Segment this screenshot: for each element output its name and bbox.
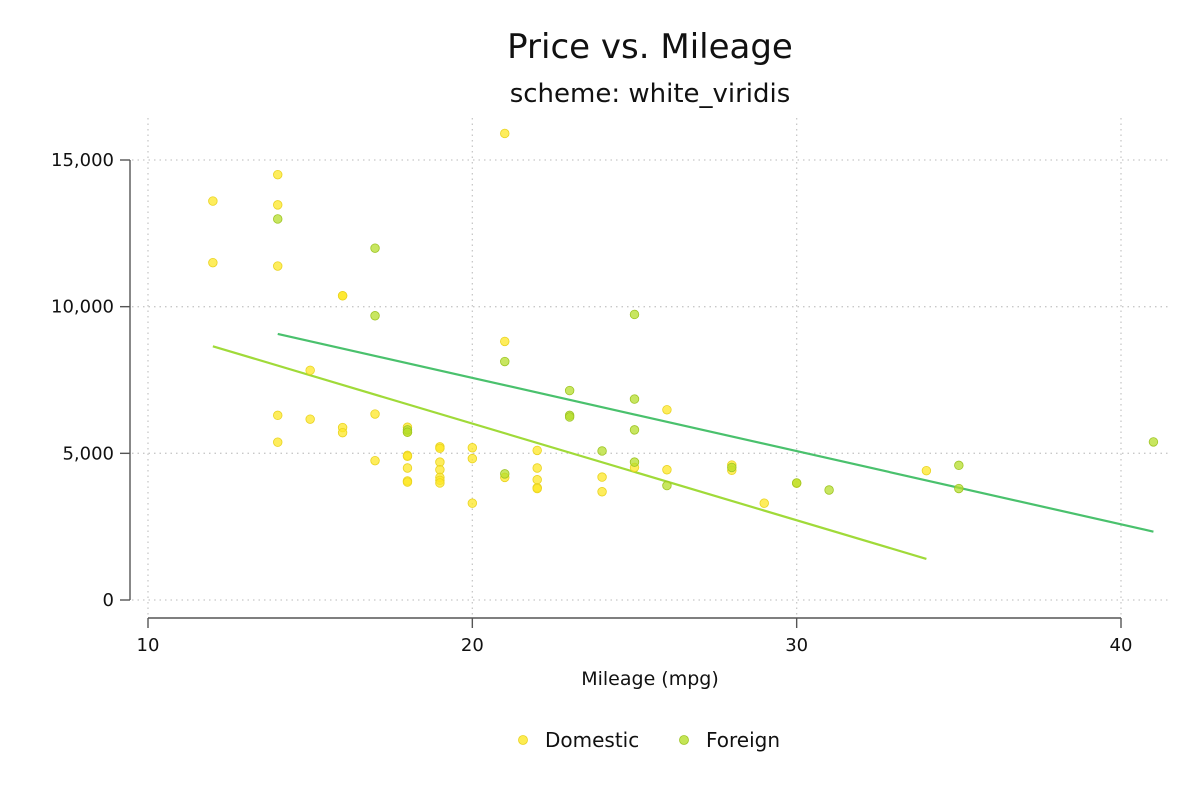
- point-domestic-8: [305, 414, 315, 424]
- x-tick-label-40: 40: [1110, 635, 1133, 656]
- point-foreign-9: [564, 412, 575, 422]
- point-foreign-1: [370, 243, 380, 253]
- point-domestic-44: [662, 465, 672, 475]
- point-domestic-35: [532, 445, 542, 456]
- point-domestic-6: [273, 437, 283, 447]
- point-foreign-21: [1148, 437, 1159, 447]
- legend-marker-foreign: [679, 735, 689, 745]
- x-tick-label-10: 10: [137, 635, 160, 656]
- point-domestic-32: [500, 128, 510, 139]
- point-domestic-41: [597, 487, 607, 497]
- point-domestic-5: [273, 410, 283, 421]
- point-domestic-29: [467, 443, 478, 453]
- point-foreign-20: [954, 483, 964, 494]
- point-foreign-2: [370, 311, 380, 321]
- point-domestic-40: [597, 472, 607, 482]
- data-points: [208, 128, 1159, 508]
- x-tick-label-20: 20: [461, 635, 484, 656]
- point-domestic-37: [532, 475, 542, 485]
- point-domestic-28: [435, 478, 445, 488]
- legend-label-domestic: Domestic: [545, 728, 639, 752]
- point-foreign-11: [629, 309, 640, 320]
- point-foreign-18: [824, 485, 834, 495]
- point-domestic-14: [370, 455, 380, 466]
- grid-lines: [132, 118, 1170, 616]
- point-domestic-23: [435, 443, 445, 454]
- point-domestic-4: [273, 261, 283, 271]
- point-domestic-43: [662, 405, 672, 415]
- point-domestic-33: [500, 336, 510, 347]
- chart-subtitle: scheme: white_viridis: [510, 79, 791, 109]
- point-domestic-1: [208, 257, 218, 268]
- series-foreign: [273, 214, 1159, 495]
- fit-line-domestic: [212, 345, 927, 560]
- point-foreign-12: [629, 394, 640, 404]
- point-domestic-18: [402, 451, 413, 461]
- y-tick-label-5000: 5,000: [62, 443, 114, 464]
- axes: [120, 159, 1122, 628]
- point-domestic-12: [337, 427, 348, 438]
- point-domestic-30: [467, 453, 478, 464]
- point-foreign-0: [273, 214, 283, 224]
- chart-title: Price vs. Mileage: [507, 27, 793, 67]
- point-domestic-47: [759, 498, 769, 508]
- x-tick-label-30: 30: [785, 635, 808, 656]
- point-foreign-5: [500, 356, 510, 367]
- point-domestic-49: [921, 465, 932, 476]
- point-foreign-16: [727, 462, 737, 473]
- point-foreign-17: [791, 478, 802, 488]
- point-domestic-39: [532, 483, 542, 494]
- y-tick-label-10000: 10,000: [51, 297, 114, 318]
- legend-label-foreign: Foreign: [706, 728, 780, 752]
- point-foreign-7: [564, 385, 575, 396]
- tick-labels: 0 5,000 10,000 15,000 10 20 30 40: [51, 150, 1132, 656]
- point-foreign-13: [629, 425, 640, 435]
- point-foreign-4: [402, 427, 413, 437]
- point-foreign-6: [500, 469, 510, 479]
- fit-line-foreign: [277, 332, 1154, 533]
- point-domestic-2: [273, 169, 283, 180]
- y-tick-label-15000: 15,000: [51, 150, 114, 171]
- point-domestic-36: [532, 463, 542, 473]
- legend-marker-domestic: [518, 735, 528, 745]
- point-domestic-19: [402, 463, 413, 473]
- series-domestic: [208, 128, 932, 508]
- point-domestic-0: [208, 196, 218, 206]
- y-tick-label-0: 0: [103, 590, 114, 611]
- point-foreign-10: [597, 446, 607, 456]
- point-foreign-15: [662, 480, 672, 491]
- point-domestic-7: [305, 365, 315, 376]
- point-domestic-10: [337, 291, 348, 301]
- legend: Domestic Foreign: [518, 728, 780, 752]
- point-domestic-13: [370, 409, 380, 419]
- x-axis-title: Mileage (mpg): [581, 668, 719, 690]
- point-foreign-14: [629, 457, 640, 467]
- point-foreign-19: [954, 460, 964, 471]
- point-domestic-21: [402, 477, 413, 487]
- fit-lines: [212, 332, 1154, 560]
- point-domestic-31: [467, 498, 478, 508]
- point-domestic-3: [273, 200, 283, 210]
